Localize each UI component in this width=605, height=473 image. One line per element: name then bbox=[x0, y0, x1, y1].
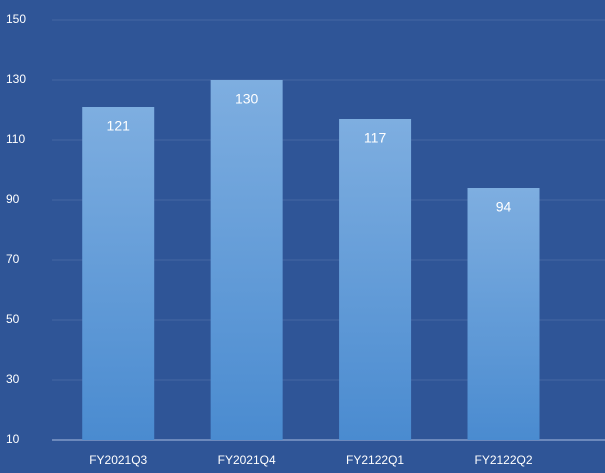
x-tick-label: FY2021Q3 bbox=[89, 453, 147, 467]
x-tick-label: FY2122Q2 bbox=[474, 453, 532, 467]
y-tick-label: 90 bbox=[6, 192, 20, 206]
y-tick-label: 10 bbox=[6, 432, 20, 446]
y-tick-label: 110 bbox=[6, 132, 25, 146]
x-tick-label: FY2021Q4 bbox=[218, 453, 276, 467]
data-label: 94 bbox=[496, 199, 512, 215]
y-tick-label: 30 bbox=[6, 372, 20, 386]
bar bbox=[467, 188, 540, 440]
bar bbox=[210, 80, 283, 440]
bar bbox=[82, 107, 155, 440]
data-label: 121 bbox=[107, 118, 131, 134]
data-label: 117 bbox=[364, 130, 387, 146]
y-tick-label: 130 bbox=[6, 72, 26, 86]
y-tick-label: 70 bbox=[6, 252, 20, 266]
y-tick-label: 150 bbox=[6, 12, 26, 26]
bar bbox=[339, 119, 412, 440]
x-tick-label: FY2122Q1 bbox=[346, 453, 404, 467]
data-label: 130 bbox=[235, 91, 259, 107]
y-tick-label: 50 bbox=[6, 312, 20, 326]
